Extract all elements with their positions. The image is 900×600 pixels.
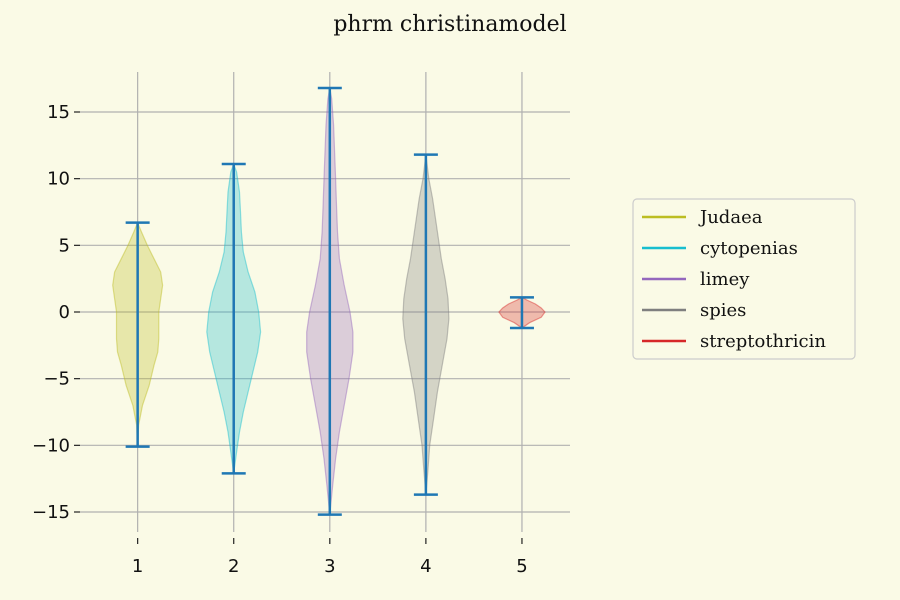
y-tick-label: −5 [43,369,70,390]
y-tick-label: 0 [59,302,70,323]
x-tick-label: 3 [324,556,335,577]
legend-label-spies: spies [700,300,746,321]
y-tick-label: 15 [47,102,70,123]
legend[interactable]: Judaea cytopenias limey spies streptothricin [632,198,856,360]
y-tick-label: −15 [32,502,70,523]
x-axis: 1 2 3 4 5 [132,538,528,577]
y-tick-label: 10 [47,169,70,190]
x-tick-label: 2 [228,556,239,577]
chart-title: phrm christinamodel [333,12,566,37]
whiskers [125,86,534,516]
x-tick-label: 5 [516,556,527,577]
legend-label-cytopenias: cytopenias [700,238,798,259]
legend-frame [632,198,856,360]
y-tick-label: −10 [32,435,70,456]
legend-label-streptothricin: streptothricin [700,331,826,352]
legend-label-Judaea: Judaea [698,207,763,228]
x-tick-label: 4 [420,556,431,577]
legend-label-limey: limey [700,269,750,290]
y-axis: 15 10 5 0 −5 −10 −15 [32,102,80,523]
x-tick-label: 1 [132,556,143,577]
y-tick-label: 5 [59,235,70,256]
